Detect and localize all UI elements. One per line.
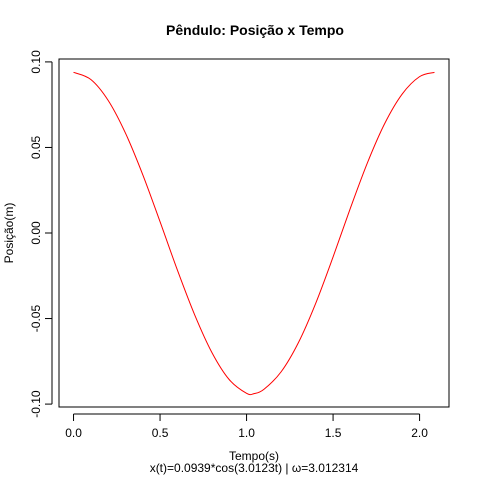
chart-subtitle: x(t)=0.0939*cos(3.0123t) | ω=3.012314: [150, 461, 359, 475]
x-tick-label: 2.0: [411, 426, 428, 440]
x-axis: 0.0 0.5 1.0 1.5 2.0: [65, 413, 428, 440]
x-tick-label: 0.0: [65, 426, 82, 440]
x-tick-label: 1.5: [325, 426, 342, 440]
series-line: [73, 71, 435, 396]
x-axis-label: Tempo(s): [229, 449, 279, 463]
plot-frame: [58, 58, 450, 408]
series-layer: [73, 71, 435, 396]
x-tick-label: 1.0: [238, 426, 255, 440]
y-axis-label: Posição(m): [2, 203, 16, 264]
y-tick-label: 0.10: [29, 50, 43, 74]
chart-title: Pêndulo: Posição x Tempo: [166, 22, 344, 38]
y-tick-label: -0.05: [29, 305, 43, 333]
y-tick-label: 0.05: [29, 135, 43, 159]
y-tick-label: -0.10: [29, 390, 43, 418]
y-axis: -0.10 -0.05 0.00 0.05 0.10: [29, 50, 53, 418]
x-tick-label: 0.5: [152, 426, 169, 440]
y-tick-label: 0.00: [29, 221, 43, 245]
